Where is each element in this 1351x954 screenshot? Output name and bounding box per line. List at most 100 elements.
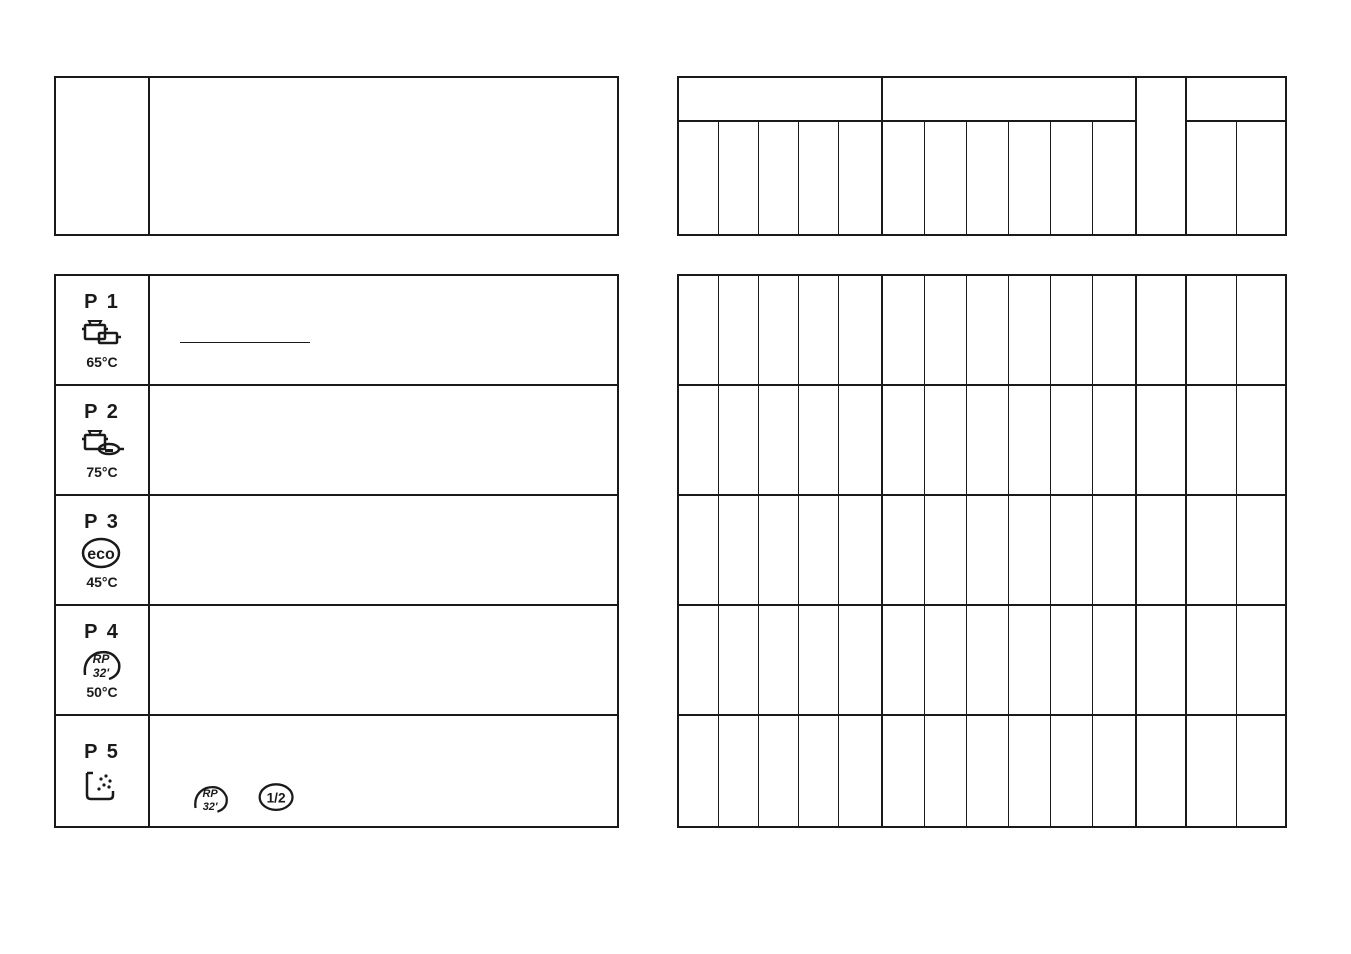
program-icon-cell: P 3 45°C bbox=[56, 496, 150, 604]
subcolumn bbox=[1093, 386, 1137, 494]
subcolumn bbox=[679, 386, 719, 494]
subcolumn bbox=[883, 496, 925, 604]
program-grid-row bbox=[679, 606, 1285, 716]
subcolumn bbox=[759, 122, 799, 234]
grid-group-3 bbox=[1137, 606, 1187, 714]
grid-group-2 bbox=[883, 276, 1137, 384]
grid-group-1 bbox=[679, 606, 883, 714]
subcolumn bbox=[799, 716, 839, 826]
subcolumn bbox=[1009, 606, 1051, 714]
subcolumn bbox=[839, 606, 883, 714]
program-icon-cell: P 275°C bbox=[56, 386, 150, 494]
grid-group-3 bbox=[1137, 276, 1187, 384]
subcolumn bbox=[1093, 496, 1137, 604]
subcolumn bbox=[1009, 496, 1051, 604]
program-temperature: 45°C bbox=[86, 574, 117, 590]
grid-group-2 bbox=[883, 386, 1137, 494]
subcolumn bbox=[1187, 386, 1237, 494]
pots-icon bbox=[78, 316, 126, 352]
subcolumn bbox=[759, 276, 799, 384]
subcolumn bbox=[759, 496, 799, 604]
pots-heavy-icon bbox=[78, 426, 126, 462]
subcolumn bbox=[1187, 606, 1237, 714]
subcolumn bbox=[839, 496, 883, 604]
subcolumn bbox=[679, 606, 719, 714]
program-table-right bbox=[677, 274, 1287, 828]
subcolumn bbox=[967, 496, 1009, 604]
program-grid-row bbox=[679, 716, 1285, 826]
header-group-4-title bbox=[1187, 78, 1285, 122]
rapid32-icon bbox=[190, 780, 232, 816]
program-grid-row bbox=[679, 386, 1285, 496]
header-left-table bbox=[54, 76, 619, 236]
program-grid-row bbox=[679, 496, 1285, 606]
subcolumn bbox=[883, 276, 925, 384]
half-icon bbox=[256, 780, 298, 816]
subcolumn bbox=[719, 606, 759, 714]
program-row: P 450°C bbox=[56, 606, 617, 716]
subcolumn bbox=[1237, 122, 1286, 234]
subcolumn bbox=[719, 276, 759, 384]
subcolumn bbox=[967, 386, 1009, 494]
subcolumn bbox=[839, 386, 883, 494]
grid-group-2 bbox=[883, 606, 1137, 714]
subcolumn bbox=[967, 606, 1009, 714]
header-icon-column bbox=[56, 78, 150, 234]
grid-group-1 bbox=[679, 496, 883, 604]
subcolumn bbox=[1051, 606, 1093, 714]
program-label: P 3 bbox=[84, 511, 120, 534]
subcolumn bbox=[1187, 276, 1237, 384]
subcolumn bbox=[1051, 496, 1093, 604]
header-group-1 bbox=[679, 78, 883, 234]
page: P 1 65°C P 275°C P 3 45°C P 450°C P 5 bbox=[0, 0, 1351, 954]
subcolumn bbox=[1187, 716, 1237, 826]
subcolumn bbox=[967, 122, 1009, 234]
grid-group-4 bbox=[1187, 386, 1285, 494]
rapid32-icon bbox=[78, 646, 126, 682]
grid-group-1 bbox=[679, 276, 883, 384]
subcolumn bbox=[1237, 276, 1286, 384]
subcolumn bbox=[1009, 386, 1051, 494]
subcolumn bbox=[1093, 606, 1137, 714]
subcolumn bbox=[1093, 276, 1137, 384]
program-row: P 1 65°C bbox=[56, 276, 617, 386]
subcolumn bbox=[1009, 716, 1051, 826]
program-label: P 2 bbox=[84, 401, 120, 424]
grid-group-1 bbox=[679, 716, 883, 826]
header-desc-column bbox=[150, 78, 617, 234]
program-label: P 1 bbox=[84, 291, 120, 314]
subcolumn bbox=[719, 716, 759, 826]
program-description-cell bbox=[150, 386, 617, 494]
header-group-1-title bbox=[679, 78, 881, 122]
subcolumn bbox=[883, 122, 925, 234]
subcolumn bbox=[679, 122, 719, 234]
grid-group-1 bbox=[679, 386, 883, 494]
subcolumn bbox=[925, 386, 967, 494]
subcolumn bbox=[1237, 606, 1286, 714]
program-icon-cell: P 5 bbox=[56, 716, 150, 826]
subcolumn bbox=[1187, 496, 1237, 604]
subcolumn bbox=[839, 122, 883, 234]
subcolumn bbox=[883, 716, 925, 826]
subcolumn bbox=[759, 606, 799, 714]
subcolumn bbox=[1187, 122, 1237, 234]
subcolumn bbox=[883, 606, 925, 714]
subcolumn bbox=[799, 386, 839, 494]
subcolumn bbox=[925, 606, 967, 714]
program-description-cell bbox=[150, 496, 617, 604]
header-group-2-title bbox=[883, 78, 1135, 122]
subcolumn bbox=[759, 716, 799, 826]
subcolumn bbox=[925, 276, 967, 384]
program-label: P 5 bbox=[84, 741, 120, 764]
subcolumn bbox=[967, 716, 1009, 826]
subcolumn bbox=[719, 496, 759, 604]
subcolumn bbox=[1051, 276, 1093, 384]
grid-group-2 bbox=[883, 496, 1137, 604]
subcolumn bbox=[1051, 386, 1093, 494]
program-temperature: 65°C bbox=[86, 354, 117, 370]
prewash-icon bbox=[78, 766, 126, 802]
program-temperature: 50°C bbox=[86, 684, 117, 700]
grid-group-3 bbox=[1137, 386, 1187, 494]
inline-icon-group bbox=[190, 780, 298, 816]
grid-group-4 bbox=[1187, 276, 1285, 384]
